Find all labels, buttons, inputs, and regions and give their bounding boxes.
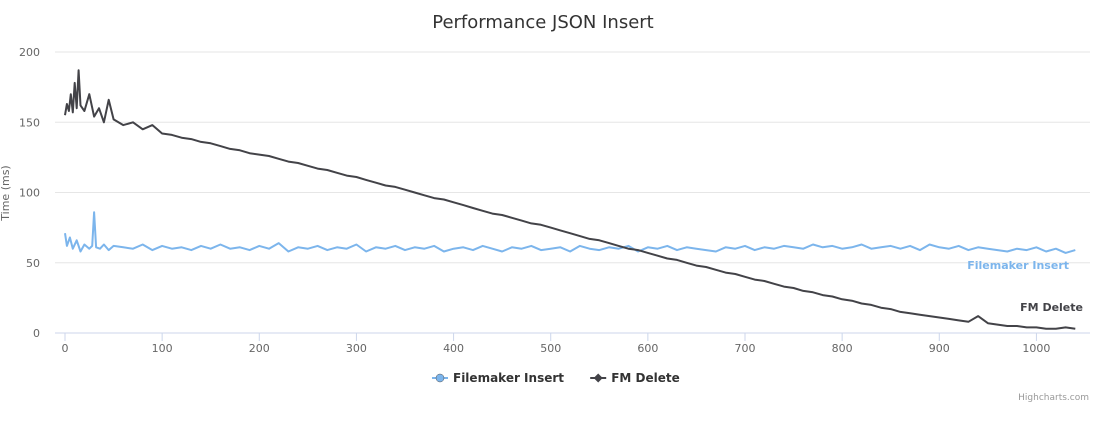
x-tick-label: 600 [637, 342, 658, 355]
grid [55, 51, 1090, 264]
y-tick-label: 50 [26, 257, 40, 270]
series-group: Filemaker Insert FM Delete [64, 69, 1083, 330]
y-axis-title: Time (ms) [0, 165, 12, 221]
y-axis: 0 50 100 150 200 [19, 46, 40, 340]
y-tick-label: 200 [19, 46, 40, 59]
y-tick-label: 100 [19, 187, 40, 200]
x-tick-label: 400 [443, 342, 464, 355]
legend-item-1[interactable]: Filemaker Insert [432, 371, 564, 385]
x-tick-label: 200 [249, 342, 270, 355]
x-tick-label: 700 [735, 342, 756, 355]
x-tick-label: 100 [152, 342, 173, 355]
series-line-1[interactable] [64, 211, 1076, 254]
y-tick-label: 0 [33, 327, 40, 340]
x-tick-label: 500 [540, 342, 561, 355]
x-tick-label: 300 [346, 342, 367, 355]
legend-label: FM Delete [611, 371, 680, 385]
x-tick-label: 800 [832, 342, 853, 355]
series-line-2[interactable] [64, 69, 1076, 330]
series-label-2: FM Delete [1020, 301, 1083, 314]
x-tick-label: 0 [62, 342, 69, 355]
legend-item-2[interactable]: FM Delete [590, 371, 680, 385]
legend-marker-diamond [593, 373, 603, 383]
y-tick-label: 150 [19, 116, 40, 129]
credits-link[interactable]: Highcharts.com [1018, 393, 1089, 403]
legend-marker-circle [435, 373, 445, 383]
legend[interactable]: Filemaker Insert FM Delete [432, 371, 680, 385]
x-tick-label: 900 [929, 342, 950, 355]
legend-label: Filemaker Insert [453, 371, 564, 385]
x-tick-label: 1000 [1022, 342, 1050, 355]
chart-title: Performance JSON Insert [432, 12, 654, 33]
series-label-1: Filemaker Insert [967, 259, 1069, 272]
x-axis: 0 100 200 300 400 500 600 700 800 900 1000 [62, 333, 1050, 355]
